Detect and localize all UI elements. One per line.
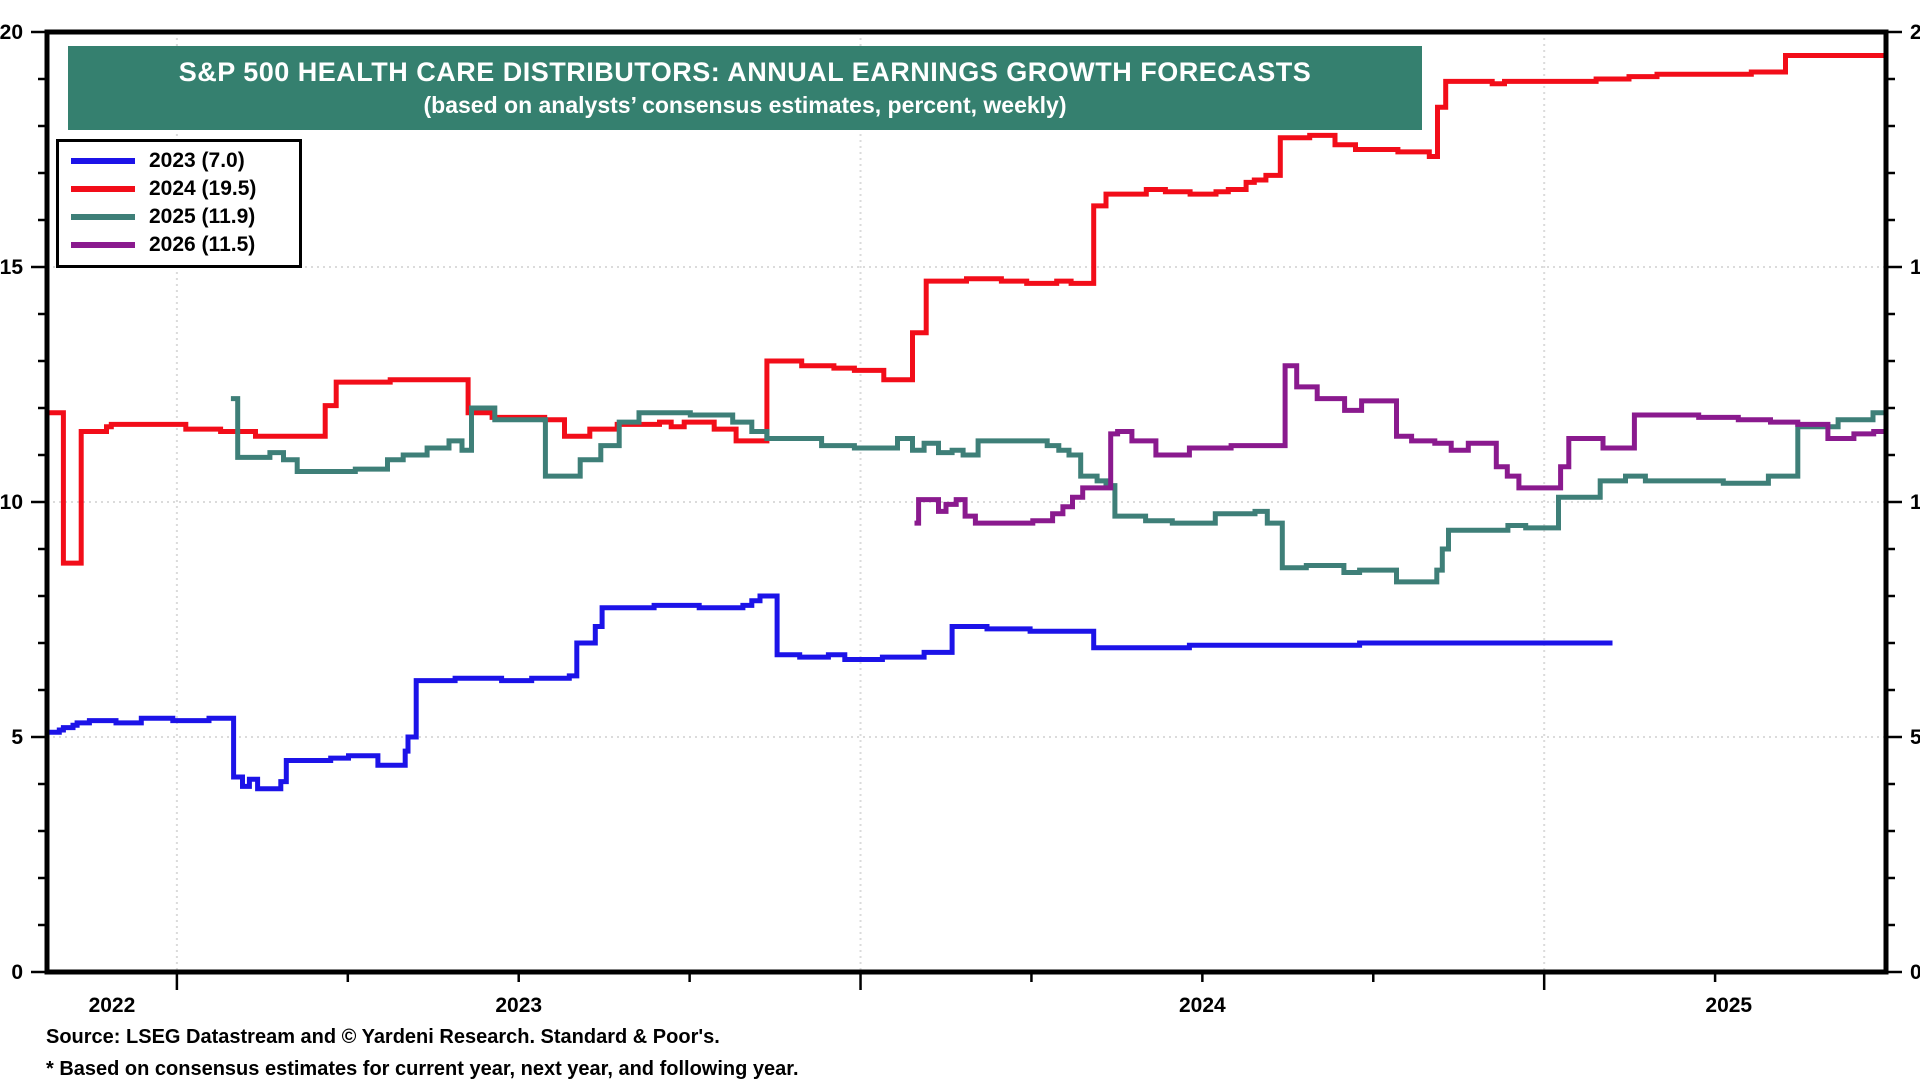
legend-swatch xyxy=(71,214,135,220)
footnote: * Based on consensus estimates for curre… xyxy=(46,1058,799,1080)
legend-item: 2025 (11.9) xyxy=(71,203,289,231)
legend-item: 2024 (19.5) xyxy=(71,175,289,203)
chart-subtitle: (based on analysts’ consensus estimates,… xyxy=(423,92,1067,118)
x-axis-label-2024: 2024 xyxy=(1179,994,1226,1017)
y-axis-label-left-15: 15 xyxy=(0,256,23,279)
y-axis-label-left-20: 20 xyxy=(0,21,23,44)
legend-swatch xyxy=(71,242,135,248)
source-note: Source: LSEG Datastream and © Yardeni Re… xyxy=(46,1026,720,1048)
y-axis-label-right-5: 5 xyxy=(1910,726,1920,749)
series-line-2025 xyxy=(230,396,1886,585)
legend-label: 2023 (7.0) xyxy=(149,149,245,172)
legend-label: 2024 (19.5) xyxy=(149,177,257,200)
legend-label: 2025 (11.9) xyxy=(149,205,256,228)
y-axis-label-left-0: 0 xyxy=(11,961,23,984)
x-axis-label-2023: 2023 xyxy=(495,994,542,1017)
legend-item: 2026 (11.5) xyxy=(71,231,289,259)
series-lines xyxy=(48,53,1886,792)
series-line-2023 xyxy=(48,593,1613,792)
series-line-2024 xyxy=(48,53,1886,566)
x-axis-label-2022: 2022 xyxy=(89,994,136,1017)
axis-labels: 0 0 5 5 10 10 15 15 20 20 2022 2023 2024 2025 xyxy=(0,21,1920,1017)
series-line-2026 xyxy=(914,363,1886,526)
legend-swatch xyxy=(71,158,135,164)
y-axis-label-right-20: 20 xyxy=(1910,21,1920,44)
plot-frame xyxy=(44,29,1889,975)
x-axis-label-2025: 2025 xyxy=(1705,994,1752,1017)
legend-item: 2023 (7.0) xyxy=(71,147,289,175)
chart-title: S&P 500 HEALTH CARE DISTRIBUTORS: ANNUAL… xyxy=(178,57,1312,87)
y-axis-label-left-5: 5 xyxy=(11,726,23,749)
legend-label: 2026 (11.5) xyxy=(149,233,256,256)
y-axis-label-left-10: 10 xyxy=(0,491,23,514)
y-axis-label-right-10: 10 xyxy=(1910,491,1920,514)
y-axis-label-right-0: 0 xyxy=(1910,961,1920,984)
legend: 2023 (7.0) 2024 (19.5) 2025 (11.9) 2026 (11… xyxy=(56,139,302,268)
y-axis-label-right-15: 15 xyxy=(1910,256,1920,279)
legend-swatch xyxy=(71,186,135,192)
chart-title-banner: S&P 500 HEALTH CARE DISTRIBUTORS: ANNUAL… xyxy=(68,46,1422,130)
